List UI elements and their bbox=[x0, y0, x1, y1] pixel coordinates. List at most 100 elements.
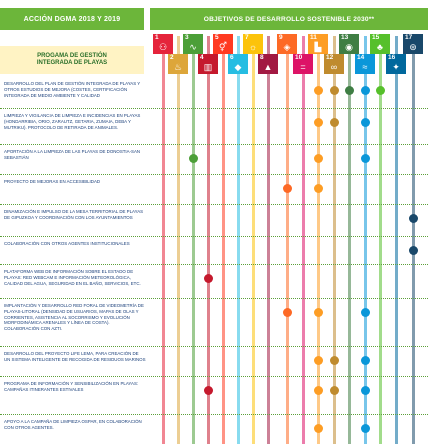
row-divider bbox=[0, 174, 428, 175]
sdg-column-line-14 bbox=[363, 36, 367, 444]
row-divider bbox=[0, 204, 428, 205]
sdg-6-number: 6 bbox=[230, 54, 234, 61]
equality-icon: = bbox=[300, 62, 306, 72]
row-divider bbox=[0, 298, 428, 299]
sdg-header: OBJETIVOS DE DESARROLLO SOSTENIBLE 2030*… bbox=[150, 8, 428, 30]
action-row-7-label: Plataforma web de información sobre el e… bbox=[4, 269, 141, 286]
sdg-column-line-9 bbox=[285, 36, 289, 444]
sdg-16-tile: 16 ✦ bbox=[386, 54, 406, 74]
sdg-column-line-7 bbox=[251, 36, 255, 444]
dove-icon: ✦ bbox=[392, 62, 400, 72]
sdg-7-tile: 7 ☼ bbox=[243, 34, 263, 54]
sdg-13-tile: 13 ◉ bbox=[339, 34, 359, 54]
row-6-sdg-17-dot bbox=[408, 246, 418, 255]
program-title-line-2: INTEGRADA DE PLAYAS bbox=[36, 60, 108, 66]
sdg-column-line-16 bbox=[394, 36, 398, 444]
row-divider bbox=[0, 264, 428, 265]
row-1-sdg-11-dot bbox=[313, 86, 323, 95]
water-drop-icon: ◆ bbox=[234, 62, 242, 72]
sdg-16-number: 16 bbox=[388, 54, 396, 61]
sdg-column-line-6 bbox=[236, 36, 240, 444]
row-3-sdg-3-dot bbox=[188, 154, 198, 163]
sdg-12-number: 12 bbox=[326, 54, 334, 61]
row-3-sdg-14-dot bbox=[360, 154, 370, 163]
row-divider bbox=[0, 236, 428, 237]
action-row-9-label: Desarrollo del proyecto Life Lema, para … bbox=[4, 351, 146, 362]
sdg-5-number: 5 bbox=[215, 34, 219, 41]
row-2-sdg-11-dot bbox=[313, 118, 323, 127]
sdg-13-number: 13 bbox=[341, 34, 349, 41]
row-11-sdg-11-dot bbox=[313, 424, 323, 433]
action-row-4-label: Proyecto de mejoras en accesibilidad bbox=[4, 179, 101, 184]
sdg-2-tile: 2 ♨ bbox=[168, 54, 188, 74]
sdg-1-number: 1 bbox=[155, 34, 159, 41]
sdg-column-line-5 bbox=[221, 36, 225, 444]
row-2-sdg-12-dot bbox=[329, 118, 339, 127]
action-row-8-label: Implantación y desarrollo red foral de v… bbox=[4, 303, 144, 332]
row-divider bbox=[0, 144, 428, 145]
row-9-sdg-14-dot bbox=[360, 356, 370, 365]
fish-icon: ≈ bbox=[362, 62, 368, 72]
sdg-17-tile: 17 ⊛ bbox=[403, 34, 423, 54]
row-divider bbox=[0, 414, 428, 415]
infinity-icon: ∞ bbox=[330, 62, 338, 72]
row-1-sdg-12-dot bbox=[329, 86, 339, 95]
action-header: ACCIÓN DGMA 2018 Y 2019 bbox=[0, 8, 144, 30]
row-8-sdg-11-dot bbox=[313, 308, 323, 317]
sdg-12-tile: 12 ∞ bbox=[324, 54, 344, 74]
sdg-column-line-17 bbox=[411, 36, 415, 444]
book-icon: ▥ bbox=[203, 62, 213, 72]
tree-icon: ♣ bbox=[377, 42, 383, 52]
row-1-sdg-14-dot bbox=[360, 86, 370, 95]
sdg-9-tile: 9 ◈ bbox=[277, 34, 297, 54]
sdg-column-line-8 bbox=[266, 36, 270, 444]
sdg-10-number: 10 bbox=[295, 54, 303, 61]
row-10-sdg-4-dot bbox=[203, 386, 213, 395]
food-bowl-icon: ♨ bbox=[173, 62, 183, 72]
sdg-column-line-15 bbox=[378, 36, 382, 444]
row-2-sdg-14-dot bbox=[360, 118, 370, 127]
row-divider bbox=[0, 346, 428, 347]
sdg-4-tile: 4 ▥ bbox=[198, 54, 218, 74]
sdg-1-tile: 1 ⚇ bbox=[153, 34, 173, 54]
sdg-15-tile: 15 ♣ bbox=[370, 34, 390, 54]
row-7-sdg-4-dot bbox=[203, 274, 213, 283]
sdg-9-number: 9 bbox=[279, 34, 283, 41]
action-row-3-label: Aportación a la limpieza de las playas d… bbox=[4, 149, 141, 160]
program-title-box: PROGAMA DE GESTIÓN INTEGRADA DE PLAYAS bbox=[0, 46, 144, 74]
city-icon: ▙ bbox=[314, 42, 322, 52]
row-5-sdg-17-dot bbox=[408, 214, 418, 223]
action-row-5-label: Dinamización e impulso de la mesa territ… bbox=[4, 209, 144, 220]
row-8-sdg-14-dot bbox=[360, 308, 370, 317]
action-row-6-label: Colaboración con otros agentes instituci… bbox=[4, 241, 130, 246]
heartbeat-icon: ∿ bbox=[189, 42, 197, 52]
sdg-column-line-11 bbox=[316, 36, 320, 444]
sdg-column-line-4 bbox=[206, 36, 210, 444]
sdg-column-line-2 bbox=[176, 36, 180, 444]
cubes-icon: ◈ bbox=[283, 42, 291, 52]
action-row-11-label: Apoyo a la campaña de limpieza Ospar, en… bbox=[4, 419, 142, 430]
people-icon: ⚇ bbox=[158, 42, 168, 52]
sdg-column-line-3 bbox=[191, 36, 195, 444]
row-1-sdg-15-dot bbox=[375, 86, 385, 95]
action-row-1-label: Desarrollo del plan de gestión integrada… bbox=[4, 81, 141, 98]
row-divider bbox=[0, 108, 428, 109]
row-1-sdg-13-dot bbox=[344, 86, 354, 95]
sdg-11-number: 11 bbox=[310, 34, 317, 41]
row-10-sdg-14-dot bbox=[360, 386, 370, 395]
sdg-5-tile: 5 ⚥ bbox=[213, 34, 233, 54]
row-10-sdg-12-dot bbox=[329, 386, 339, 395]
sdg-6-tile: 6 ◆ bbox=[228, 54, 248, 74]
growth-chart-icon: ▲ bbox=[263, 62, 273, 72]
sdg-10-tile: 10 = bbox=[293, 54, 313, 74]
rings-icon: ⊛ bbox=[409, 42, 417, 52]
action-row-2-label: Limpieza y vigilancia de limpieza e inci… bbox=[4, 113, 141, 130]
sdg-column-line-12 bbox=[332, 36, 336, 444]
row-10-sdg-11-dot bbox=[313, 386, 323, 395]
sdg-14-number: 14 bbox=[357, 54, 365, 61]
sdg-8-tile: 8 ▲ bbox=[258, 54, 278, 74]
sdg-4-number: 4 bbox=[200, 54, 204, 61]
row-divider bbox=[0, 376, 428, 377]
row-4-sdg-11-dot bbox=[313, 184, 323, 193]
